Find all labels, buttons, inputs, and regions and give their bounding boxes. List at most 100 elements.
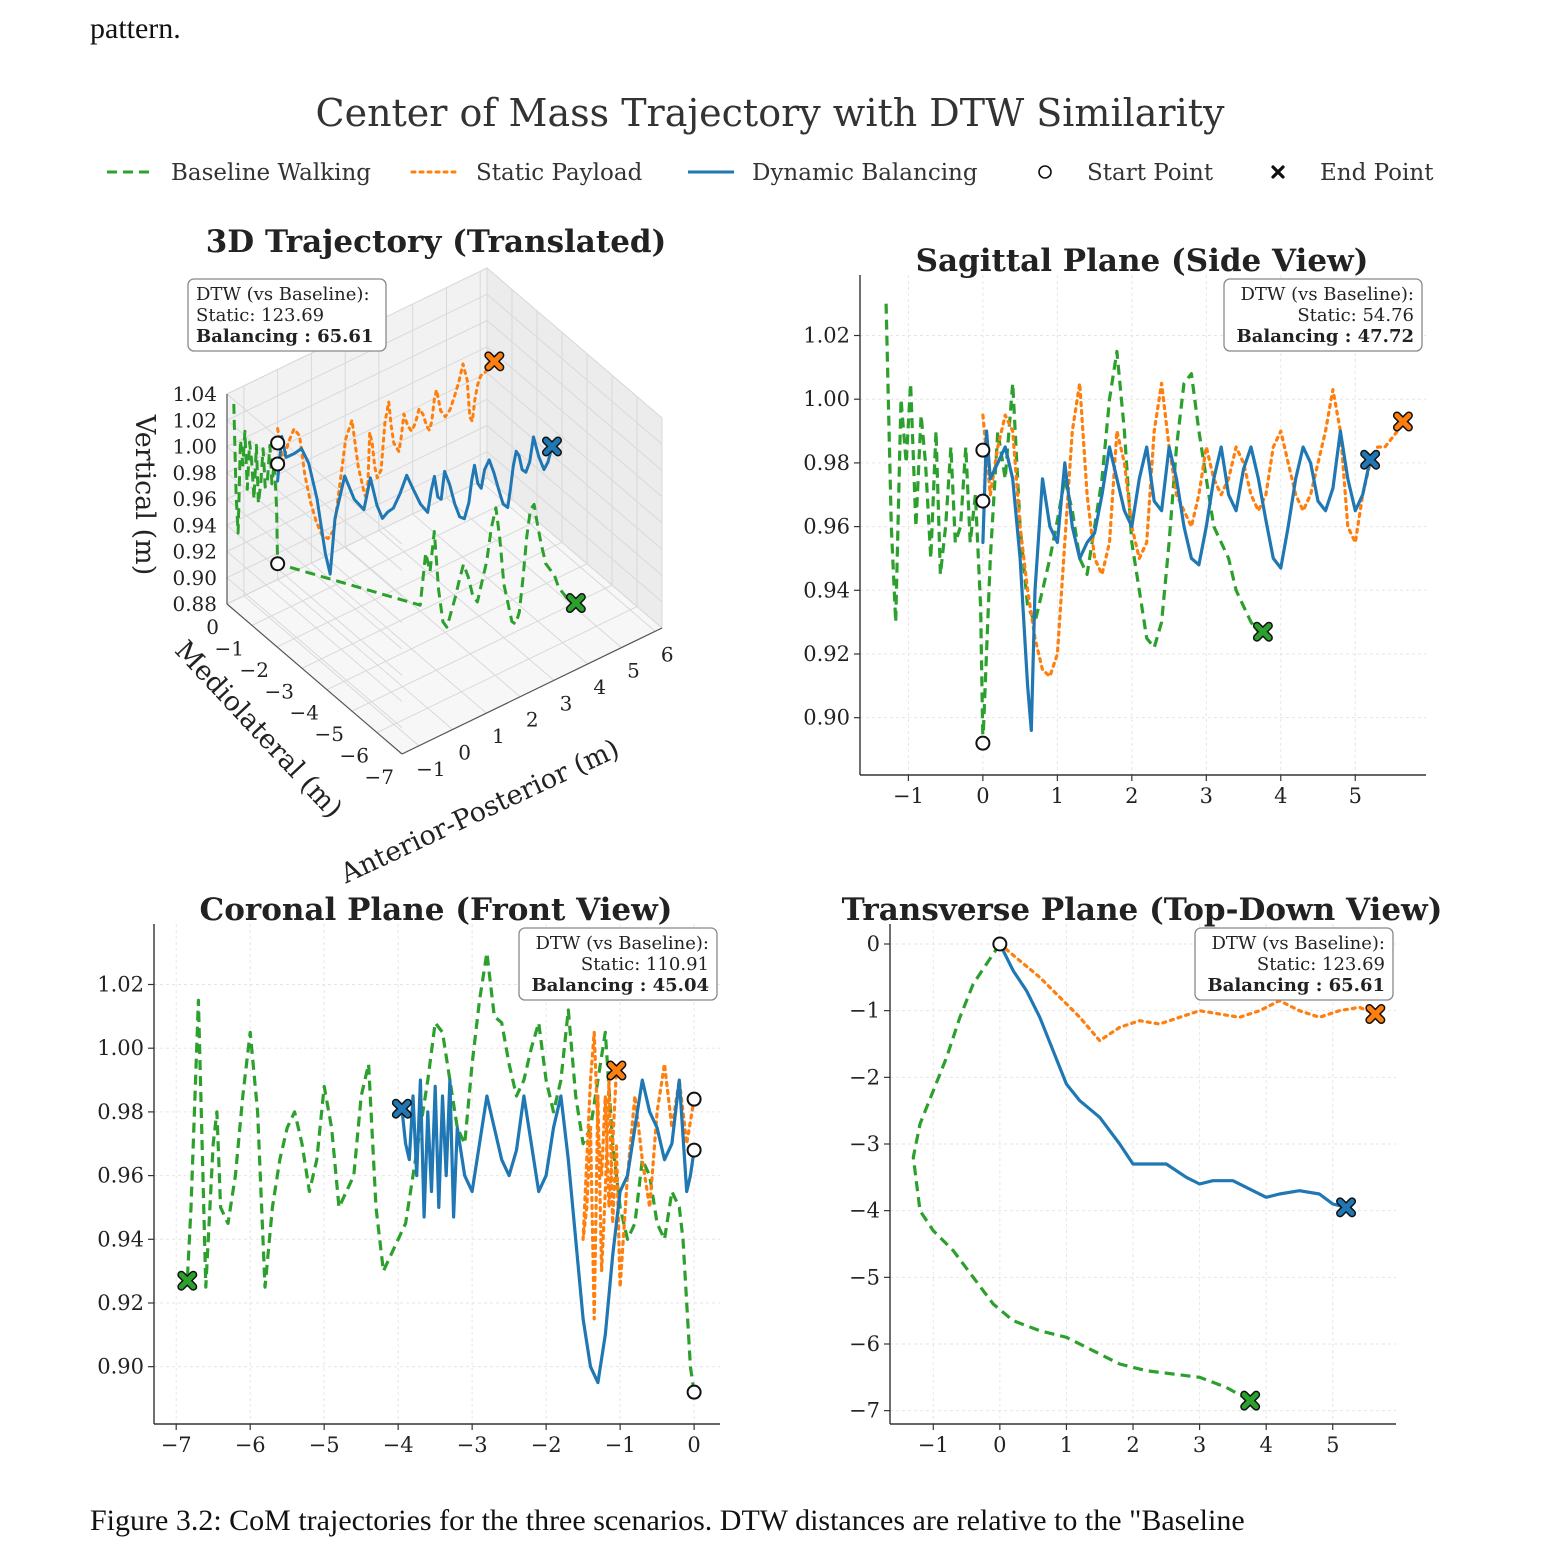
panel-transverse-ticks: −1 0 1 2 3 4 5 0 −1 −2 −3 −4 −5 −6 −7 <box>849 932 1339 1457</box>
end-point-marker-fill <box>485 352 503 370</box>
end-point-marker <box>484 351 505 372</box>
ztick-label: 0.92 <box>172 540 217 564</box>
ytick-label: −5 <box>849 1265 880 1289</box>
ytick-label: 0.90 <box>803 706 850 730</box>
xtick-label: −3 <box>457 1433 488 1457</box>
legend-label-4: End Point <box>1320 160 1434 186</box>
dtw-balancing: Balancing : 65.61 <box>196 326 373 347</box>
xtick-label: 2 <box>1126 1433 1139 1457</box>
panel-3d-xlabel: Anterior-Posterior (m) <box>335 733 624 890</box>
ytick-label: −2 <box>849 1065 880 1089</box>
panel-transverse-title: Transverse Plane (Top-Down View) <box>842 892 1443 928</box>
series-dynamic-balancing <box>998 942 1348 1209</box>
xtick-label: −1 <box>605 1433 636 1457</box>
start-point-marker <box>270 435 286 451</box>
xtick-label: −1 <box>416 757 445 781</box>
ytick-label: 0.96 <box>803 515 850 539</box>
ytick-label: −4 <box>290 701 319 725</box>
end-point-marker <box>565 593 586 614</box>
end-point-marker <box>1240 1390 1261 1411</box>
dtw-header: DTW (vs Baseline): <box>535 933 709 954</box>
xtick-label: 0 <box>458 740 471 764</box>
start-point-marker <box>975 493 991 509</box>
xtick-label: 1 <box>492 724 505 748</box>
xtick-label: 2 <box>1125 784 1138 808</box>
panel-transverse-series <box>911 942 1378 1403</box>
panel-3d-axes-box: 0.880.900.920.940.960.981.001.021.040−1−… <box>172 266 674 789</box>
dtw-header: DTW (vs Baseline): <box>196 284 370 305</box>
end-point-marker-fill <box>1394 412 1412 430</box>
dtw-frame <box>1194 927 1394 1001</box>
grid-z <box>226 451 663 729</box>
ytick-label: −6 <box>340 744 369 768</box>
end-point-marker <box>1360 449 1381 470</box>
dtw-balancing: Balancing : 65.61 <box>1208 975 1385 996</box>
ytick-label: 0.98 <box>97 1100 144 1124</box>
grid-z <box>226 424 663 702</box>
panel-3d-title: 3D Trajectory (Translated) <box>206 224 667 260</box>
grid-z <box>226 346 663 624</box>
dtw-frame <box>187 278 387 352</box>
end-point-marker <box>1365 1004 1386 1024</box>
dtw-static: Static: 123.69 <box>1257 954 1385 975</box>
panel-sagittal-ticks: −1 0 1 2 3 4 5 0.90 0.92 0.94 0.96 0.98 1.00 1.02 <box>803 324 1362 808</box>
panel-sagittal-series <box>884 303 1405 745</box>
xtick-label: −1 <box>893 784 924 808</box>
ytick-label: 0 <box>867 932 880 956</box>
legend-label-1: Static Payload <box>476 160 643 186</box>
figure-legend: Baseline Walking Static Payload Dynamic Ba… <box>107 160 1434 186</box>
ytick-label: −7 <box>365 765 394 789</box>
legend-swatch-3 <box>1038 165 1052 179</box>
end-point-marker-fill <box>607 1062 625 1079</box>
xtick-label: 4 <box>1259 1433 1272 1457</box>
xtick-label: 5 <box>627 659 640 683</box>
end-point-marker <box>391 1098 412 1119</box>
end-point-marker-fill <box>567 594 585 612</box>
ytick-label: 0.92 <box>803 642 850 666</box>
start-point-marker <box>975 735 991 751</box>
end-point-marker <box>606 1060 627 1081</box>
dtw-balancing: Balancing : 45.04 <box>532 975 709 996</box>
panel-3d-series <box>232 351 586 629</box>
xtick-label: 0 <box>993 1433 1006 1457</box>
end-point-marker <box>1392 411 1413 432</box>
ztick-label: 1.00 <box>172 435 217 459</box>
figure-caption: Figure 3.2: CoM trajectories for the thr… <box>90 1504 1245 1537</box>
grid-y <box>326 353 588 691</box>
ztick-label: 1.02 <box>172 408 217 432</box>
dtw-header: DTW (vs Baseline): <box>1240 284 1414 305</box>
end-point-marker-fill <box>393 1100 411 1118</box>
panel-coronal: Coronal Plane (Front View) −7 −6 −5 −4 −3 −2−… <box>97 892 720 1457</box>
ztick-label: 0.90 <box>172 566 217 590</box>
grid-z <box>226 293 663 571</box>
page-text-fragment: pattern. <box>90 12 181 45</box>
start-point-marker <box>686 1384 702 1400</box>
series-dynamic-balancing <box>981 429 1372 733</box>
panel-coronal-markers <box>177 1060 702 1400</box>
ytick-label: 0.98 <box>803 451 850 475</box>
end-point-marker <box>541 436 562 457</box>
ytick-label: 0.92 <box>97 1291 144 1315</box>
panel-sagittal: Sagittal Plane (Side View) −1 0 1 2 3 4 5 0.90 0… <box>803 243 1426 808</box>
ytick-label: −3 <box>849 1132 880 1156</box>
end-point-marker-fill <box>178 1272 196 1290</box>
xtick-label: −1 <box>918 1433 949 1457</box>
xtick-label: −5 <box>309 1433 340 1457</box>
dtw-frame <box>1223 278 1423 352</box>
xtick-label: 5 <box>1349 784 1362 808</box>
y-axis-line <box>226 603 403 755</box>
end-point-marker <box>177 1270 198 1291</box>
end-point-marker <box>1252 621 1273 642</box>
ztick-label: 1.04 <box>172 382 217 406</box>
ztick-label: 0.98 <box>172 461 217 485</box>
grid-y <box>351 375 613 712</box>
ytick-label: 0.94 <box>803 578 850 602</box>
dtw-header: DTW (vs Baseline): <box>1211 933 1385 954</box>
dtw-static: Static: 54.76 <box>1297 305 1414 326</box>
legend-label-3: Start Point <box>1087 160 1214 186</box>
ytick-label: 0 <box>206 615 219 639</box>
dtw-frame <box>518 927 718 1001</box>
panel-coronal-ticks: −7 −6 −5 −4 −3 −2 −1 0 0.90 0.92 0.94 0.96 0.98 1.00 1… <box>97 973 701 1457</box>
xtick-label: 4 <box>1274 784 1287 808</box>
